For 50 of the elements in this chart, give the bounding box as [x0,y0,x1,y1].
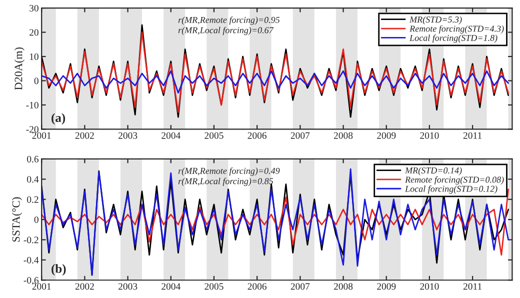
x-tick-label: 2002 [75,283,94,290]
x-tick-label: 2009 [377,283,396,290]
y-tick-label: 10 [30,53,38,60]
annotation: (b) [52,264,66,276]
x-tick-label: 2001 [32,283,51,290]
y-tick-label: -0.6 [24,277,39,284]
annotation: r(MR,Remote forcing)=0.95 [178,16,280,25]
x-tick-label: 2004 [162,283,180,290]
annotation: (a) [52,113,66,125]
legend-label: MR(STD=0.14) [404,167,462,176]
x-tick-label: 2005 [204,283,224,290]
y-tick-label: 30 [30,4,38,12]
x-tick-label: 2003 [118,132,138,139]
x-tick-label: 2007 [290,132,310,139]
x-tick-label: 2010 [420,283,439,290]
x-tick-label: 2007 [290,283,310,290]
legend-label: Remote forcing(STD=4.3) [410,25,504,34]
x-tick-label: 2011 [463,283,482,290]
legend-label: Remote forcing(STD=0.08) [405,176,504,185]
y-tick-label: 0 [34,216,38,224]
x-tick-label: 2011 [463,132,482,139]
y-tick-label: 0.4 [27,176,39,183]
x-tick-label: 2006 [248,283,267,290]
line-series [42,70,510,94]
x-tick-label: 2005 [204,132,224,139]
annotation: r(MR,Remote forcing)=0.49 [178,167,280,176]
x-tick-label: 2006 [248,132,267,139]
legend-label: Local forcing(STD=0.12) [404,185,498,194]
x-tick-label: 2004 [162,132,180,139]
y-tick-label: -20 [26,126,38,133]
legend-label: Local forcing(STD=1.8) [409,34,498,43]
y-axis-title: SSTA(°C) [12,197,22,242]
y-axis-title: D20A(m) [14,48,24,90]
y-tick-label: -10 [26,102,38,108]
y-tick-label: 20 [30,29,38,36]
legend-label: MR(STD=5.3) [409,16,462,24]
x-tick-label: 2002 [75,132,94,139]
y-tick-label: 0.6 [27,156,39,162]
x-tick-label: 2009 [377,132,396,139]
x-tick-label: 2010 [420,132,439,139]
annotation: r(MR,Local forcing)=0.85 [178,178,274,186]
y-tick-label: 0 [34,78,38,84]
y-tick-label: -0.4 [24,256,39,264]
x-tick-label: 2001 [32,132,51,139]
y-tick-label: -0.2 [24,236,38,244]
x-tick-label: 2008 [334,132,353,139]
x-tick-label: 2008 [334,283,353,290]
annotation: r(MR,Local forcing)=0.67 [178,26,274,36]
y-tick-label: 0.2 [27,196,38,203]
x-tick-label: 2003 [118,283,138,290]
